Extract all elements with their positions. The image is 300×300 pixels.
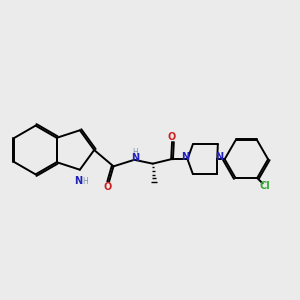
Text: N: N [181, 152, 189, 162]
Text: O: O [103, 182, 112, 192]
Text: N: N [131, 153, 139, 163]
Text: H: H [132, 148, 138, 157]
Text: N: N [74, 176, 83, 186]
Text: O: O [168, 132, 176, 142]
Text: H: H [82, 176, 88, 185]
Text: Cl: Cl [260, 181, 270, 191]
Text: N: N [215, 152, 224, 162]
